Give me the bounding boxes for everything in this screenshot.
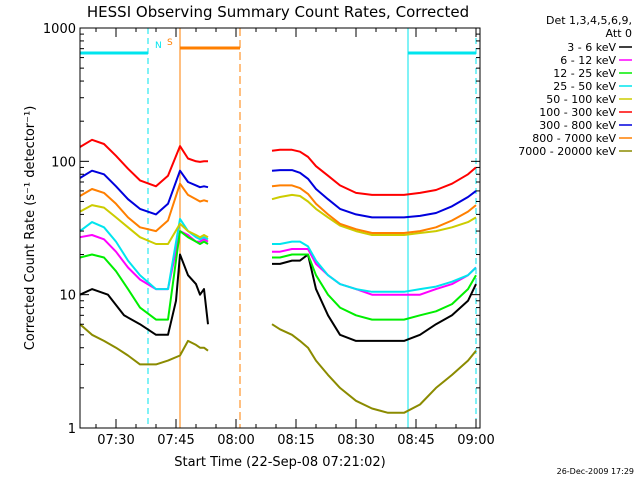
legend-entry-label: 6 - 12 keV [560, 54, 616, 67]
saa-label: S [167, 38, 173, 48]
series-line-800-7000-kev-before-gap [79, 182, 209, 233]
series-line-50-100-kev-after-gap [271, 193, 477, 236]
axes: 1 10 100 1000 07:30 07:45 08:00 08:15 08:30 08:45… [43, 22, 495, 448]
series-line-3-6-kev-after-gap [272, 253, 477, 342]
night-label: N [155, 41, 162, 51]
y-tick-label: 1000 [43, 22, 76, 37]
legend-header-line-1: Det 1,3,4,5,6,9, [546, 14, 632, 27]
x-tick-label: 09:00 [457, 433, 494, 448]
series-line-300-800-kev-before-gap [79, 169, 209, 216]
x-axis-label: Start Time (22-Sep-08 07:21:02) [174, 455, 385, 470]
series-layer [79, 138, 477, 414]
legend-entry-label: 300 - 800 keV [539, 119, 616, 132]
x-tick-label: 08:15 [277, 433, 314, 448]
series-line-100-300-kev-after-gap [271, 148, 477, 196]
x-tick-label: 08:00 [217, 433, 254, 448]
y-axis-label: Corrected Count Rate (s⁻¹ detector⁻¹) [23, 106, 38, 351]
legend-entry-label: 50 - 100 keV [546, 93, 616, 106]
series-line-800-7000-kev-after-gap [271, 184, 477, 234]
series-line-12-25-kev-before-gap [79, 230, 209, 321]
x-tick-label: 08:45 [397, 433, 434, 448]
series-line-7000-20000-kev-after-gap [271, 323, 477, 414]
series-line-300-800-kev-after-gap [271, 169, 477, 219]
legend-entry-label: 25 - 50 keV [553, 80, 616, 93]
x-tick-label: 07:45 [157, 433, 194, 448]
plot-timestamp: 26-Dec-2009 17:29 [557, 467, 634, 476]
legend-header-line-2: Att 0 [606, 27, 632, 40]
y-tick-label: 100 [51, 155, 76, 170]
x-tick-label: 08:30 [337, 433, 374, 448]
series-line-50-100-kev-before-gap [79, 204, 209, 245]
y-tick-label: 10 [59, 289, 76, 304]
legend-entry-label: 100 - 300 keV [539, 106, 616, 119]
series-line-25-50-kev-before-gap [79, 217, 209, 291]
series-line-100-300-kev-before-gap [79, 138, 208, 188]
legend-entry-label: 7000 - 20000 keV [518, 145, 616, 158]
legend-entry-label: 800 - 7000 keV [532, 132, 616, 145]
chart-title: HESSI Observing Summary Count Rates, Cor… [87, 3, 469, 21]
series-line-25-50-kev-after-gap [272, 240, 477, 293]
plot-frame [79, 27, 481, 429]
series-line-12-25-kev-after-gap [272, 253, 477, 321]
series-line-7000-20000-kev-before-gap [79, 323, 209, 366]
x-tick-label: 07:30 [97, 433, 134, 448]
legend-entry-label: 12 - 25 keV [553, 67, 616, 80]
y-tick-label: 1 [68, 422, 76, 437]
legend-entry-label: 3 - 6 keV [567, 41, 616, 54]
series-line-3-6-kev-before-gap [79, 253, 209, 336]
